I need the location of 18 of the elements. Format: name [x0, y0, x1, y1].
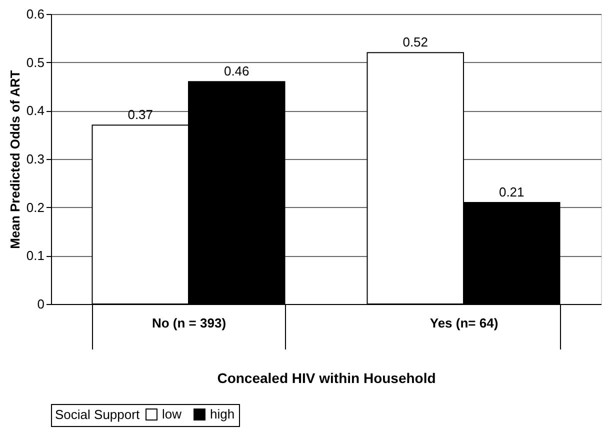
data-label: 0.21	[498, 184, 524, 200]
y-tick-label: 0.6	[26, 6, 44, 22]
data-label: 0.52	[402, 34, 428, 50]
x-tick-label: No (n = 393)	[152, 316, 226, 330]
y-tick-label: 0.5	[26, 54, 44, 70]
x-tick-label: Yes (n= 64)	[430, 316, 498, 330]
y-tick-label: 0.2	[26, 200, 44, 215]
y-tick-label: 0.3	[26, 152, 44, 166]
legend-label: low	[162, 406, 182, 422]
y-tick-label: 0.1	[26, 248, 44, 264]
legend-title: Social Support	[55, 407, 140, 422]
data-label: 0.37	[128, 107, 154, 122]
x-axis-title: Concealed HIV within Household	[217, 370, 436, 386]
legend-label: high	[210, 406, 235, 422]
y-tick-label: 0	[37, 296, 44, 312]
y-tick-label: 0.4	[26, 103, 44, 118]
data-label: 0.46	[224, 64, 250, 79]
y-axis-title: Mean Predicted Odds of ART	[7, 70, 22, 249]
